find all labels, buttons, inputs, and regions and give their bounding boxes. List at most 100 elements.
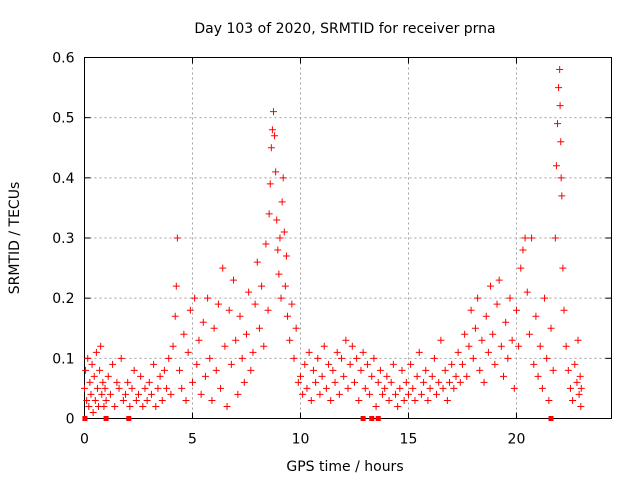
data-point	[372, 402, 380, 410]
data-point	[186, 306, 194, 314]
y-axis-label: SRMTID / TECUs	[7, 182, 23, 295]
x-tick-label: 15	[400, 432, 418, 448]
data-point	[299, 390, 307, 398]
data-point	[532, 312, 540, 320]
data-point	[340, 372, 348, 380]
data-point	[441, 366, 449, 374]
y-tick-label: 0.1	[52, 351, 74, 367]
data-point	[528, 234, 536, 242]
data-point	[396, 384, 404, 392]
data-point	[517, 264, 525, 272]
data-point	[335, 390, 343, 398]
data-point	[217, 384, 225, 392]
x-tick-label: 20	[508, 432, 526, 448]
data-point	[90, 372, 98, 380]
data-point	[375, 416, 381, 421]
data-point	[471, 324, 479, 332]
data-point	[545, 396, 553, 404]
data-point	[433, 390, 441, 398]
data-point	[484, 348, 492, 356]
data-point	[415, 348, 423, 356]
data-point	[428, 372, 436, 380]
data-point	[363, 360, 371, 368]
data-point	[325, 360, 333, 368]
data-point	[342, 336, 350, 344]
data-point	[495, 276, 503, 284]
data-point	[316, 390, 324, 398]
data-point	[557, 174, 565, 182]
data-point	[258, 282, 266, 290]
data-point	[575, 390, 583, 398]
data-point	[360, 416, 366, 421]
data-point	[497, 342, 505, 350]
data-point	[387, 378, 395, 386]
data-point	[426, 384, 434, 392]
data-point	[268, 126, 276, 134]
data-point	[402, 378, 410, 386]
data-point	[478, 336, 486, 344]
data-point	[350, 378, 358, 386]
data-point	[156, 372, 164, 380]
data-point	[137, 372, 145, 380]
data-point	[275, 270, 283, 278]
data-point	[265, 210, 273, 218]
data-point	[437, 336, 445, 344]
data-point	[556, 66, 564, 74]
data-point	[376, 366, 384, 374]
data-point	[271, 132, 279, 140]
y-tick-label: 0.2	[52, 291, 74, 307]
data-point	[206, 354, 214, 362]
data-point	[557, 138, 565, 146]
data-point	[571, 360, 579, 368]
data-point	[276, 234, 284, 242]
data-point	[85, 402, 93, 410]
data-point	[210, 324, 218, 332]
data-point	[574, 336, 582, 344]
data-point	[489, 330, 497, 338]
data-point	[89, 408, 97, 416]
data-point	[99, 378, 107, 386]
data-point	[448, 360, 456, 368]
data-point	[450, 384, 458, 392]
data-point	[318, 372, 326, 380]
data-point	[82, 416, 88, 421]
data-point	[223, 402, 231, 410]
data-point	[480, 378, 488, 386]
data-point	[422, 366, 430, 374]
data-point	[392, 390, 400, 398]
data-point	[255, 324, 263, 332]
data-point	[132, 396, 140, 404]
data-point	[101, 384, 109, 392]
data-point	[122, 390, 130, 398]
data-point	[238, 354, 246, 362]
data-point	[278, 198, 286, 206]
data-point	[169, 342, 177, 350]
data-point	[269, 108, 277, 116]
data-point	[383, 372, 391, 380]
data-point	[370, 354, 378, 362]
data-point	[214, 300, 222, 308]
data-point	[502, 318, 510, 326]
data-point	[381, 384, 389, 392]
data-point	[260, 342, 268, 350]
data-point	[435, 378, 443, 386]
data-point	[154, 384, 162, 392]
data-point	[508, 336, 516, 344]
data-point	[100, 402, 108, 410]
data-point	[145, 378, 153, 386]
data-point	[172, 282, 180, 290]
data-point	[322, 384, 330, 392]
data-point	[467, 306, 475, 314]
data-point	[506, 294, 514, 302]
data-point	[126, 416, 132, 421]
data-point	[307, 396, 315, 404]
data-point	[106, 390, 114, 398]
data-point	[163, 384, 171, 392]
data-point	[461, 330, 469, 338]
data-point	[102, 396, 110, 404]
data-point	[452, 372, 460, 380]
data-point	[97, 342, 105, 350]
data-point	[454, 348, 462, 356]
data-point	[184, 348, 192, 356]
